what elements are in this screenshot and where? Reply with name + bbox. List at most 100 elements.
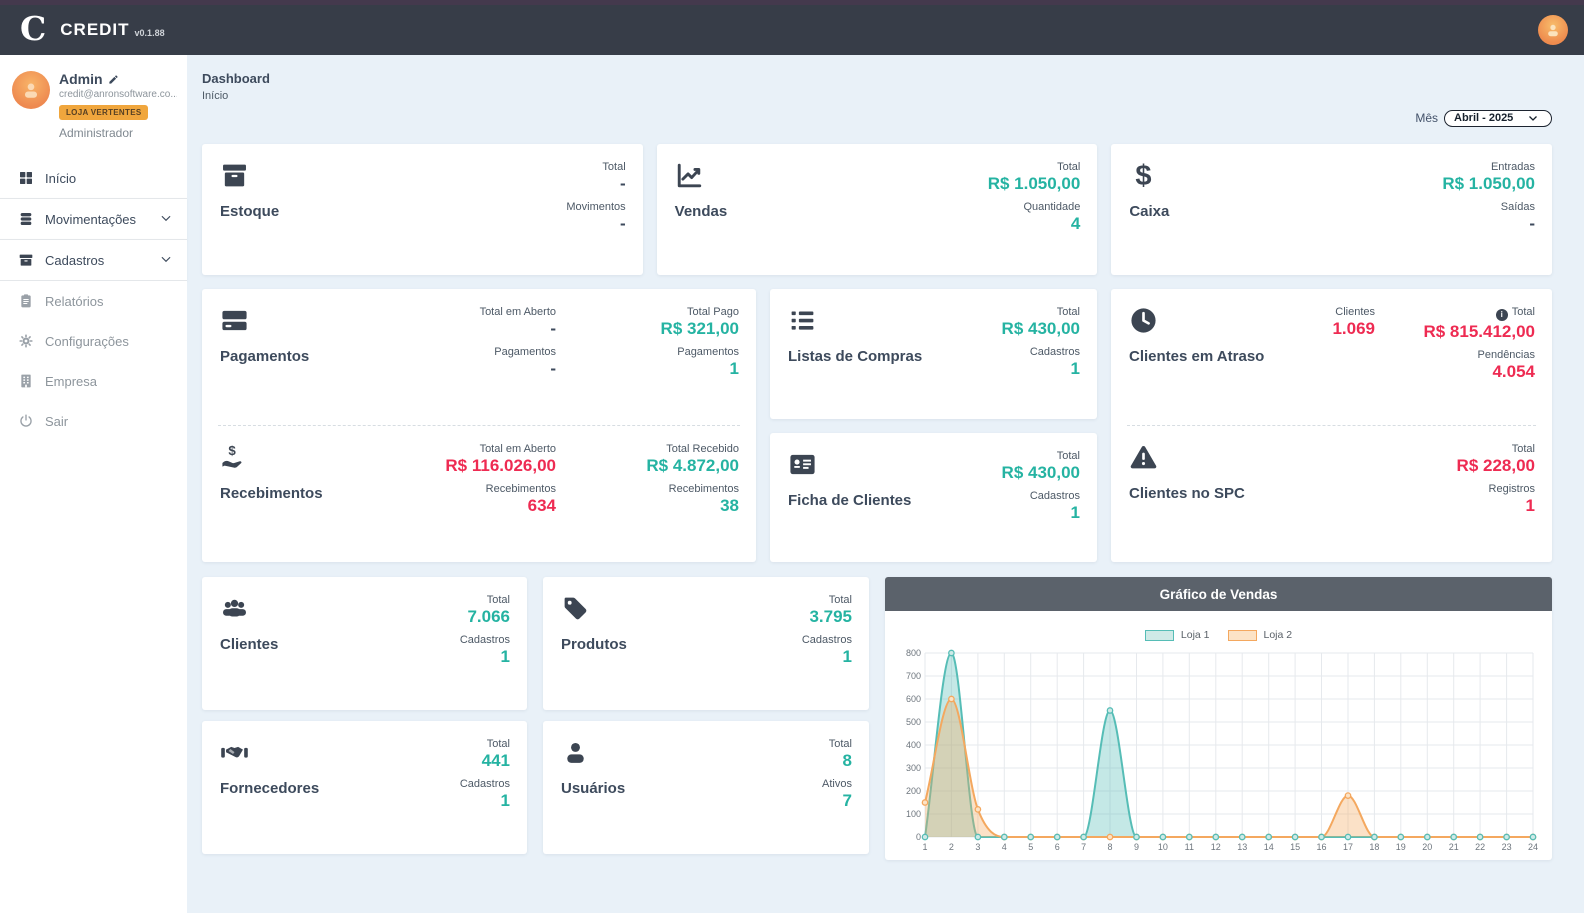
chevron-down-icon (161, 215, 171, 221)
stat-value: - (619, 214, 626, 233)
stat-label: Total Recebido (666, 443, 739, 455)
card-estoque[interactable]: Estoque Total - Movimentos - (202, 144, 643, 275)
stat-value: 7 (842, 791, 852, 810)
stat-label: Ativos (822, 778, 852, 790)
svg-text:1: 1 (922, 842, 927, 852)
svg-text:4: 4 (1002, 842, 1007, 852)
stat-label: Total em Aberto (479, 443, 556, 455)
card-caixa[interactable]: $ Caixa Entradas R$ 1.050,00 Saídas - (1111, 144, 1552, 275)
card-title: Vendas (674, 203, 728, 220)
sidebar-item-configuracoes[interactable]: Configurações (0, 321, 187, 361)
svg-text:14: 14 (1264, 842, 1274, 852)
svg-text:2: 2 (949, 842, 954, 852)
svg-text:23: 23 (1502, 842, 1512, 852)
card-usuarios[interactable]: Usuários Total 8 Ativos 7 (543, 721, 869, 854)
sidebar-user-avatar[interactable] (12, 71, 50, 109)
user-name: Admin (59, 71, 103, 87)
svg-text:7: 7 (1081, 842, 1086, 852)
svg-text:20: 20 (1422, 842, 1432, 852)
building-icon (21, 374, 31, 388)
chart-line-icon (675, 161, 704, 190)
stat-label: Recebimentos (485, 483, 556, 495)
month-select-value: Abril - 2025 (1454, 111, 1514, 124)
sidebar-item-label: Movimentações (45, 211, 137, 227)
stat-value: 3.795 (809, 607, 852, 626)
chevron-down-icon (161, 256, 171, 262)
info-icon: i (1495, 308, 1508, 321)
svg-text:12: 12 (1211, 842, 1221, 852)
divider (218, 425, 740, 426)
svg-text:$: $ (228, 443, 236, 458)
legend-item-loja1[interactable]: Loja 1 (1144, 629, 1210, 641)
gear-icon (19, 334, 33, 348)
sidebar-item-cadastros[interactable]: Cadastros (0, 239, 187, 281)
pagamentos-section: Pagamentos Total em Aberto - Pagamentos … (202, 289, 756, 425)
stat-value: R$ 321,00 (660, 319, 739, 338)
card-title: Listas de Compras (788, 348, 923, 365)
stat-value: 38 (720, 496, 739, 515)
stat-label: Total (1511, 306, 1535, 318)
store-badge: LOJA VERTENTES (59, 105, 149, 120)
id-card-icon (788, 450, 817, 479)
header-user-avatar[interactable] (1538, 15, 1568, 45)
cards-row-1: Estoque Total - Movimentos - Vendas (202, 144, 1552, 275)
archive-icon (19, 254, 33, 266)
stat-label: Total Pago (687, 306, 739, 318)
month-select[interactable]: Abril - 2025 (1444, 109, 1552, 127)
card-ficha-de-clientes[interactable]: Ficha de Clientes Total R$ 430,00 Cadast… (770, 432, 1097, 562)
app-header: C CREDIT v0.1.88 (0, 5, 1584, 55)
card-vendas[interactable]: Vendas Total R$ 1.050,00 Quantidade 4 (656, 144, 1098, 275)
card-fornecedores[interactable]: Fornecedores Total 441 Cadastros 1 (202, 721, 527, 854)
sidebar-item-empresa[interactable]: Empresa (0, 361, 187, 401)
stat-value: R$ 815.412,00 (1423, 321, 1535, 341)
stat-value: R$ 1.050,00 (987, 174, 1081, 193)
stat-value: 1 (729, 359, 739, 378)
clipboard-icon (21, 294, 31, 308)
stat-label: Total (1056, 306, 1080, 318)
sidebar-item-relatorios[interactable]: Relatórios (0, 281, 187, 321)
app-version: v0.1.88 (134, 28, 165, 38)
legend-label: Loja 1 (1180, 629, 1210, 641)
chart-legend: Loja 1 Loja 2 (895, 629, 1542, 641)
svg-text:19: 19 (1396, 842, 1406, 852)
stat-label: Total em Aberto (479, 306, 556, 318)
svg-text:500: 500 (906, 717, 921, 727)
box-icon (220, 161, 249, 190)
sidebar-item-inicio[interactable]: Início (0, 158, 187, 198)
sidebar-item-label: Empresa (45, 373, 98, 389)
stat-value: 1 (500, 791, 510, 810)
card-clientes[interactable]: Clientes Total 7.066 Cadastros 1 (202, 577, 527, 710)
card-title: Produtos (561, 636, 627, 653)
svg-text:600: 600 (906, 694, 921, 704)
stat-value: - (550, 359, 556, 378)
dollar-icon: $ (1129, 160, 1158, 192)
legend-swatch-loja1 (1144, 629, 1174, 641)
edit-pencil-icon[interactable] (108, 74, 119, 85)
sidebar-item-movimentacoes[interactable]: Movimentações (0, 198, 187, 240)
list-icon (788, 306, 817, 335)
svg-text:300: 300 (906, 763, 921, 773)
card-listas-de-compras[interactable]: Listas de Compras Total R$ 430,00 Cadast… (770, 289, 1097, 419)
sidebar-item-sair[interactable]: Sair (0, 401, 187, 441)
stat-label: Cadastros (1029, 346, 1080, 358)
card-title: Ficha de Clientes (788, 491, 912, 509)
stat-value: 4.054 (1492, 361, 1535, 381)
stat-label: Cadastros (1029, 489, 1080, 502)
card-produtos[interactable]: Produtos Total 3.795 Cadastros 1 (543, 577, 869, 710)
stat-label: Clientes (1335, 306, 1375, 318)
card-pagamentos-recebimentos[interactable]: Pagamentos Total em Aberto - Pagamentos … (202, 289, 756, 562)
credit-card-icon (220, 306, 249, 335)
breadcrumb: Início (202, 90, 229, 102)
chart-title: Gráfico de Vendas (885, 577, 1552, 611)
stat-label: Entradas (1490, 161, 1535, 173)
legend-item-loja2[interactable]: Loja 2 (1227, 629, 1292, 641)
svg-text:13: 13 (1237, 842, 1247, 852)
stat-label: Registros (1488, 483, 1535, 495)
sidebar-item-label: Relatórios (45, 293, 104, 309)
person-icon (25, 83, 37, 98)
svg-text:0: 0 (916, 832, 921, 842)
stat-value: 8 (842, 751, 852, 770)
svg-text:3: 3 (975, 842, 980, 852)
card-clientes-atraso-spc[interactable]: Clientes em Atraso Clientes 1.069 i Total… (1111, 289, 1552, 562)
app-logo: C (20, 8, 47, 48)
